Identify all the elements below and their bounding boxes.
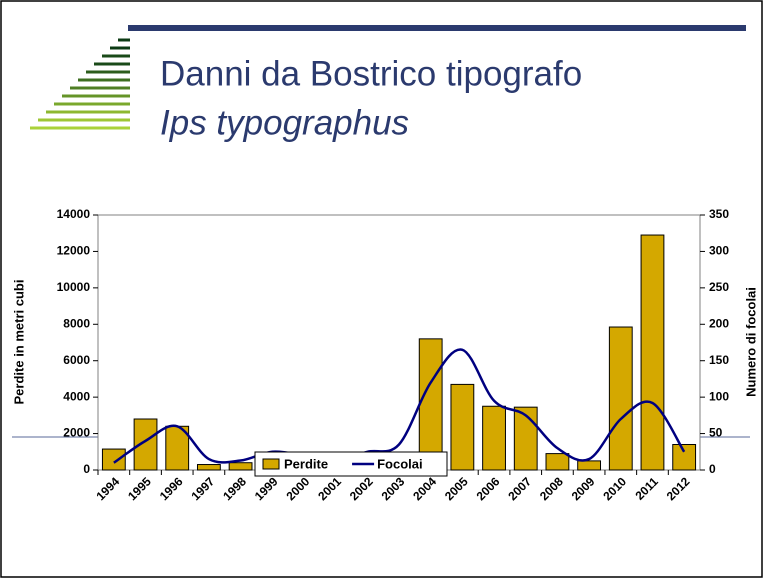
legend-label: Focolai xyxy=(377,456,423,471)
line xyxy=(113,348,686,464)
y2-tick-label: 350 xyxy=(709,207,729,221)
bar xyxy=(228,462,253,471)
bar xyxy=(418,338,443,471)
bar xyxy=(577,460,602,471)
bar xyxy=(672,444,697,471)
y-tick-label: 14000 xyxy=(57,207,91,221)
legend: Perdite Focolai xyxy=(254,451,448,477)
y2-tick-label: 150 xyxy=(709,353,729,367)
bar xyxy=(608,326,633,471)
bar xyxy=(450,383,475,471)
chart-title: Danni da Bostrico tipografo xyxy=(160,54,582,93)
y2-tick-label: 0 xyxy=(709,462,716,476)
legend-swatch xyxy=(262,458,280,470)
bar xyxy=(196,464,221,471)
y-axis-label: Perdite in metri cubi xyxy=(11,280,26,405)
y2-tick-label: 250 xyxy=(709,280,729,294)
y-tick-label: 10000 xyxy=(57,280,91,294)
y-tick-label: 6000 xyxy=(63,353,90,367)
bar xyxy=(101,448,126,471)
y2-tick-label: 300 xyxy=(709,244,729,258)
y2-tick-label: 100 xyxy=(709,389,729,403)
bar xyxy=(545,453,570,471)
legend-label: Perdite xyxy=(284,456,328,471)
y-tick-label: 8000 xyxy=(63,316,90,330)
y-tick-label: 12000 xyxy=(57,244,91,258)
y-tick-label: 0 xyxy=(83,462,90,476)
legend-box xyxy=(254,451,448,477)
bar xyxy=(513,406,538,471)
top-bar xyxy=(128,25,746,31)
y2-axis-label: Numero di focolai xyxy=(743,287,758,397)
y-tick-label: 4000 xyxy=(63,389,90,403)
chart-subtitle: Ips typographus xyxy=(160,103,409,142)
stripes xyxy=(30,38,130,130)
y2-tick-label: 200 xyxy=(709,316,729,330)
y-tick-label: 2000 xyxy=(63,426,90,440)
bar xyxy=(133,418,158,471)
bar xyxy=(482,405,506,471)
plot-area xyxy=(97,214,701,471)
y2-tick-label: 50 xyxy=(709,426,723,440)
bar xyxy=(640,234,665,471)
